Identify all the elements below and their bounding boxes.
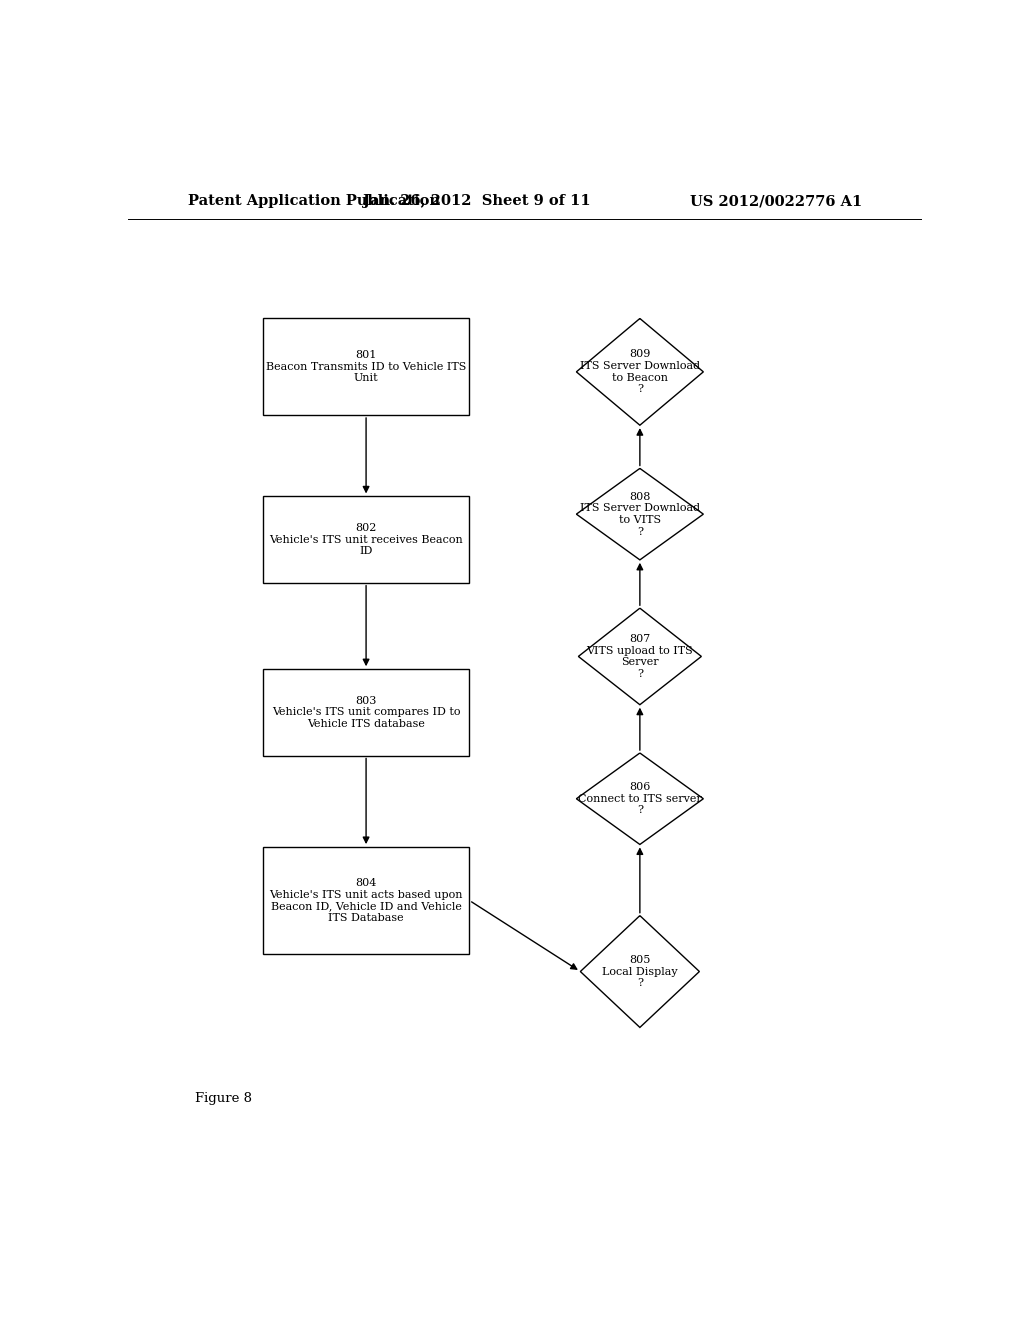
Text: 804
Vehicle's ITS unit acts based upon
Beacon ID, Vehicle ID and Vehicle
ITS Dat: 804 Vehicle's ITS unit acts based upon B… bbox=[269, 878, 463, 923]
Text: 802
Vehicle's ITS unit receives Beacon
ID: 802 Vehicle's ITS unit receives Beacon I… bbox=[269, 523, 463, 556]
Text: Patent Application Publication: Patent Application Publication bbox=[187, 194, 439, 209]
Text: 801
Beacon Transmits ID to Vehicle ITS
Unit: 801 Beacon Transmits ID to Vehicle ITS U… bbox=[266, 350, 466, 383]
Text: Jan. 26, 2012  Sheet 9 of 11: Jan. 26, 2012 Sheet 9 of 11 bbox=[364, 194, 591, 209]
Bar bbox=[263, 496, 469, 582]
Text: US 2012/0022776 A1: US 2012/0022776 A1 bbox=[690, 194, 862, 209]
Polygon shape bbox=[577, 469, 703, 560]
Bar bbox=[263, 669, 469, 755]
Polygon shape bbox=[577, 752, 703, 845]
Bar bbox=[263, 318, 469, 414]
Text: 803
Vehicle's ITS unit compares ID to
Vehicle ITS database: 803 Vehicle's ITS unit compares ID to Ve… bbox=[271, 696, 461, 729]
Bar bbox=[263, 847, 469, 954]
Polygon shape bbox=[581, 916, 699, 1027]
Text: 808
ITS Server Download
to VITS
?: 808 ITS Server Download to VITS ? bbox=[580, 492, 700, 536]
Text: 805
Local Display
?: 805 Local Display ? bbox=[602, 954, 678, 989]
Text: 807
VITS upload to ITS
Server
?: 807 VITS upload to ITS Server ? bbox=[587, 634, 693, 678]
Text: 806
Connect to ITS server
?: 806 Connect to ITS server ? bbox=[578, 783, 701, 816]
Polygon shape bbox=[579, 609, 701, 705]
Polygon shape bbox=[577, 318, 703, 425]
Text: Figure 8: Figure 8 bbox=[196, 1092, 253, 1105]
Text: 809
ITS Server Download
to Beacon
?: 809 ITS Server Download to Beacon ? bbox=[580, 350, 700, 395]
